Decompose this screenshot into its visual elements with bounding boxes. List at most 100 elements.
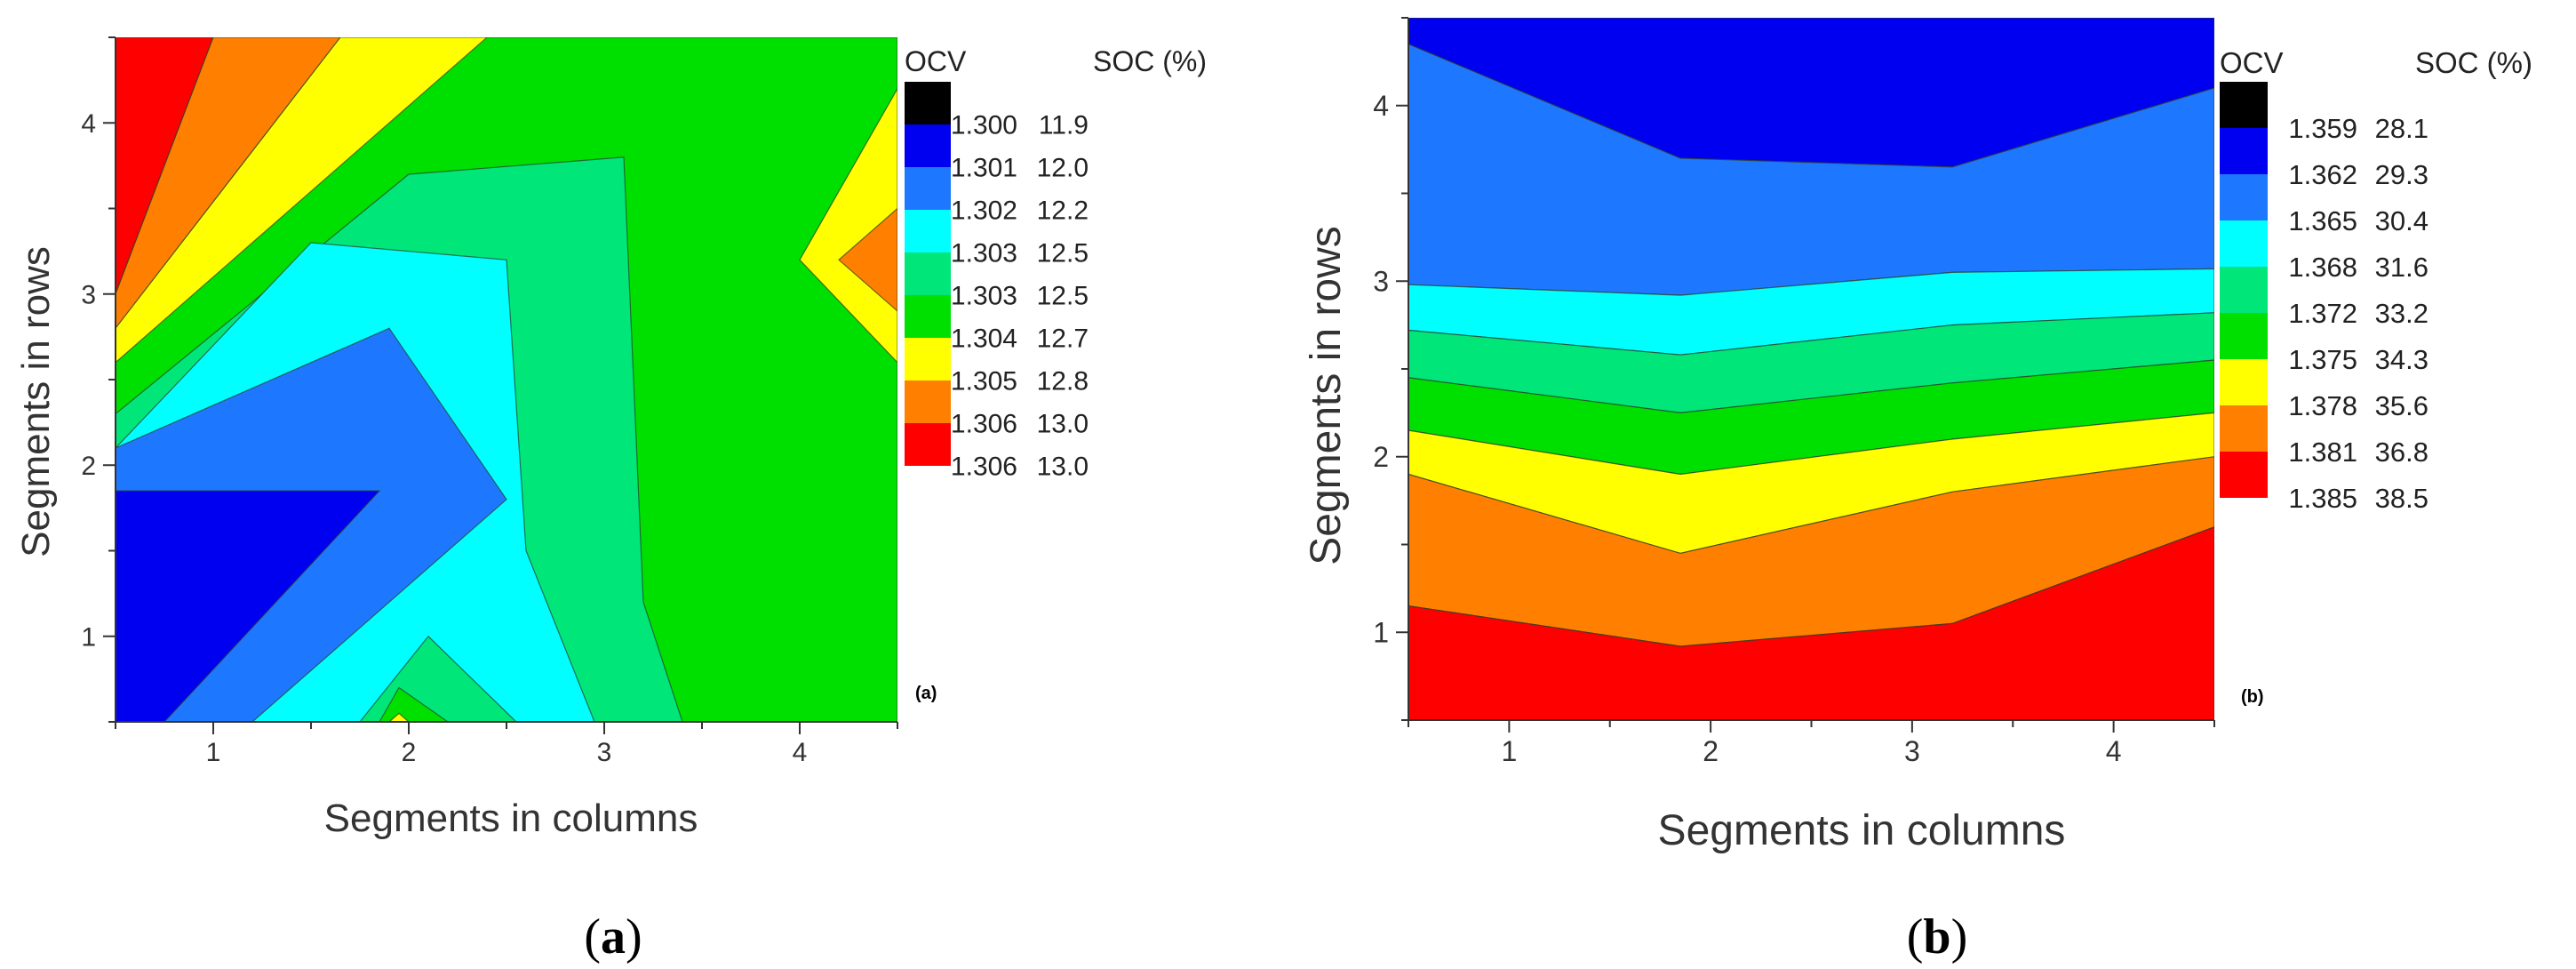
legend-swatch	[905, 210, 951, 252]
panel-caption: (a)	[584, 909, 642, 965]
legend-swatch	[905, 124, 951, 167]
legend-header-ocv: OCV	[2220, 46, 2284, 79]
legend-soc-value: 11.9	[1039, 111, 1089, 140]
panel-label: (a)	[915, 684, 937, 703]
legend-ocv-value: 1.385	[2288, 483, 2357, 514]
legend-soc-value: 36.8	[2375, 436, 2428, 468]
x-tick-label: 4	[793, 738, 808, 767]
contour-panel-b: 1 2 3 4 1 2 3 4 Segments in columns Segments in…	[1303, 17, 2532, 965]
legend-ocv-value: 1.301	[951, 154, 1017, 183]
legend-ocv-value: 1.305	[951, 367, 1017, 396]
legend-swatch	[2220, 359, 2268, 405]
y-tick-label: 4	[1373, 90, 1389, 122]
legend-header-ocv: OCV	[905, 45, 967, 77]
y-axis-label: Segments in rows	[1303, 226, 1350, 565]
legend-swatch	[2220, 267, 2268, 313]
y-tick-label: 3	[1373, 265, 1389, 297]
legend-soc-value: 30.4	[2375, 205, 2428, 236]
legend-soc-value: 31.6	[2375, 252, 2428, 283]
legend-header-soc: SOC (%)	[2415, 46, 2532, 79]
legend-swatch	[905, 295, 951, 338]
legend-ocv-value: 1.303	[951, 282, 1017, 311]
legend-swatch	[2220, 174, 2268, 220]
contour-region-11	[799, 87, 897, 364]
legend-soc-value: 12.7	[1037, 324, 1089, 354]
legend-ocv-value: 1.306	[951, 410, 1017, 439]
legend-swatch	[2220, 82, 2268, 128]
y-tick-label: 1	[81, 622, 96, 652]
legend-ocv-value: 1.306	[951, 452, 1017, 482]
legend-swatch	[905, 82, 951, 124]
legend-soc-value: 38.5	[2375, 483, 2428, 514]
legend-swatch	[2220, 452, 2268, 498]
caption-letter: b	[1923, 909, 1950, 965]
legend-swatch	[905, 167, 951, 210]
x-tick-label: 1	[1501, 735, 1517, 767]
legend-ocv-value: 1.365	[2288, 205, 2357, 236]
legend-ocv-value: 1.300	[951, 111, 1017, 140]
legend-soc-value: 12.8	[1037, 367, 1089, 396]
y-tick-label: 1	[1373, 616, 1389, 648]
legend-ocv-value: 1.368	[2288, 252, 2357, 283]
legend-soc-value: 13.0	[1037, 452, 1089, 482]
contour-regions	[1408, 18, 2214, 720]
legend-swatch	[2220, 313, 2268, 359]
axes: 1 2 3 4 1 2 3 4	[1373, 17, 2215, 767]
x-tick-label: 3	[597, 738, 612, 767]
legend-soc-value: 12.0	[1037, 154, 1089, 183]
legend-swatch	[2220, 128, 2268, 174]
contour-region-10	[388, 712, 410, 722]
x-tick-label: 2	[1703, 735, 1719, 767]
x-tick-label: 3	[1904, 735, 1920, 767]
contour-region-9	[379, 686, 450, 722]
legend: OCV SOC (%) 1.300 11.9 1.301 12.0 1.302 12.2 1.3…	[905, 45, 1207, 482]
x-tick-label: 1	[206, 738, 221, 767]
y-tick-label: 4	[81, 109, 96, 139]
axes: 1 2 3 4 1 2 3 4	[81, 36, 898, 767]
legend-swatch	[905, 423, 951, 466]
panel-label: (b)	[2241, 687, 2264, 707]
contour-region-12	[838, 207, 897, 312]
legend-soc-value: 35.6	[2375, 390, 2428, 421]
x-tick-label: 4	[2106, 735, 2122, 767]
legend-soc-value: 29.3	[2375, 159, 2428, 190]
x-axis-label: Segments in columns	[324, 797, 698, 840]
contour-region-3	[116, 37, 488, 364]
legend-soc-value: 28.1	[2375, 113, 2428, 144]
legend-soc-value: 12.5	[1037, 239, 1089, 268]
legend-ocv-value: 1.359	[2288, 113, 2357, 144]
legend-soc-value: 12.2	[1037, 196, 1089, 226]
contour-regions	[116, 37, 897, 722]
legend-swatch	[905, 380, 951, 423]
contour-panel-a: 1 2 3 4 1 2 3 4 Segments in columns Segments in…	[14, 36, 1207, 965]
legend-header-soc: SOC (%)	[1093, 45, 1207, 77]
legend-swatch	[2220, 405, 2268, 452]
legend-ocv-value: 1.362	[2288, 159, 2357, 190]
y-axis-label: Segments in rows	[14, 246, 58, 557]
legend-ocv-value: 1.303	[951, 239, 1017, 268]
panel-caption: (b)	[1907, 909, 1967, 965]
legend-ocv-value: 1.381	[2288, 436, 2357, 468]
caption-letter: a	[601, 909, 626, 965]
y-tick-label: 3	[81, 280, 96, 309]
contour-band-7	[1408, 526, 2214, 720]
legend-ocv-value: 1.378	[2288, 390, 2357, 421]
legend-soc-value: 12.5	[1037, 282, 1089, 311]
legend-swatch	[2220, 220, 2268, 267]
x-axis-label: Segments in columns	[1658, 807, 2066, 854]
legend-ocv-value: 1.372	[2288, 298, 2357, 329]
legend-soc-value: 33.2	[2375, 298, 2428, 329]
legend-soc-value: 34.3	[2375, 344, 2428, 375]
legend-swatch	[905, 252, 951, 295]
x-tick-label: 2	[402, 738, 417, 767]
y-tick-label: 2	[81, 452, 96, 481]
legend-soc-value: 13.0	[1037, 410, 1089, 439]
contour-region-7	[116, 490, 381, 722]
legend-ocv-value: 1.304	[951, 324, 1017, 354]
y-tick-label: 2	[1373, 441, 1389, 473]
legend-ocv-value: 1.302	[951, 196, 1017, 226]
legend-ocv-value: 1.375	[2288, 344, 2357, 375]
legend: OCV SOC (%) 1.359 28.1 1.362 29.3 1.365 30.4 1.3…	[2220, 46, 2532, 514]
legend-swatch	[905, 338, 951, 380]
